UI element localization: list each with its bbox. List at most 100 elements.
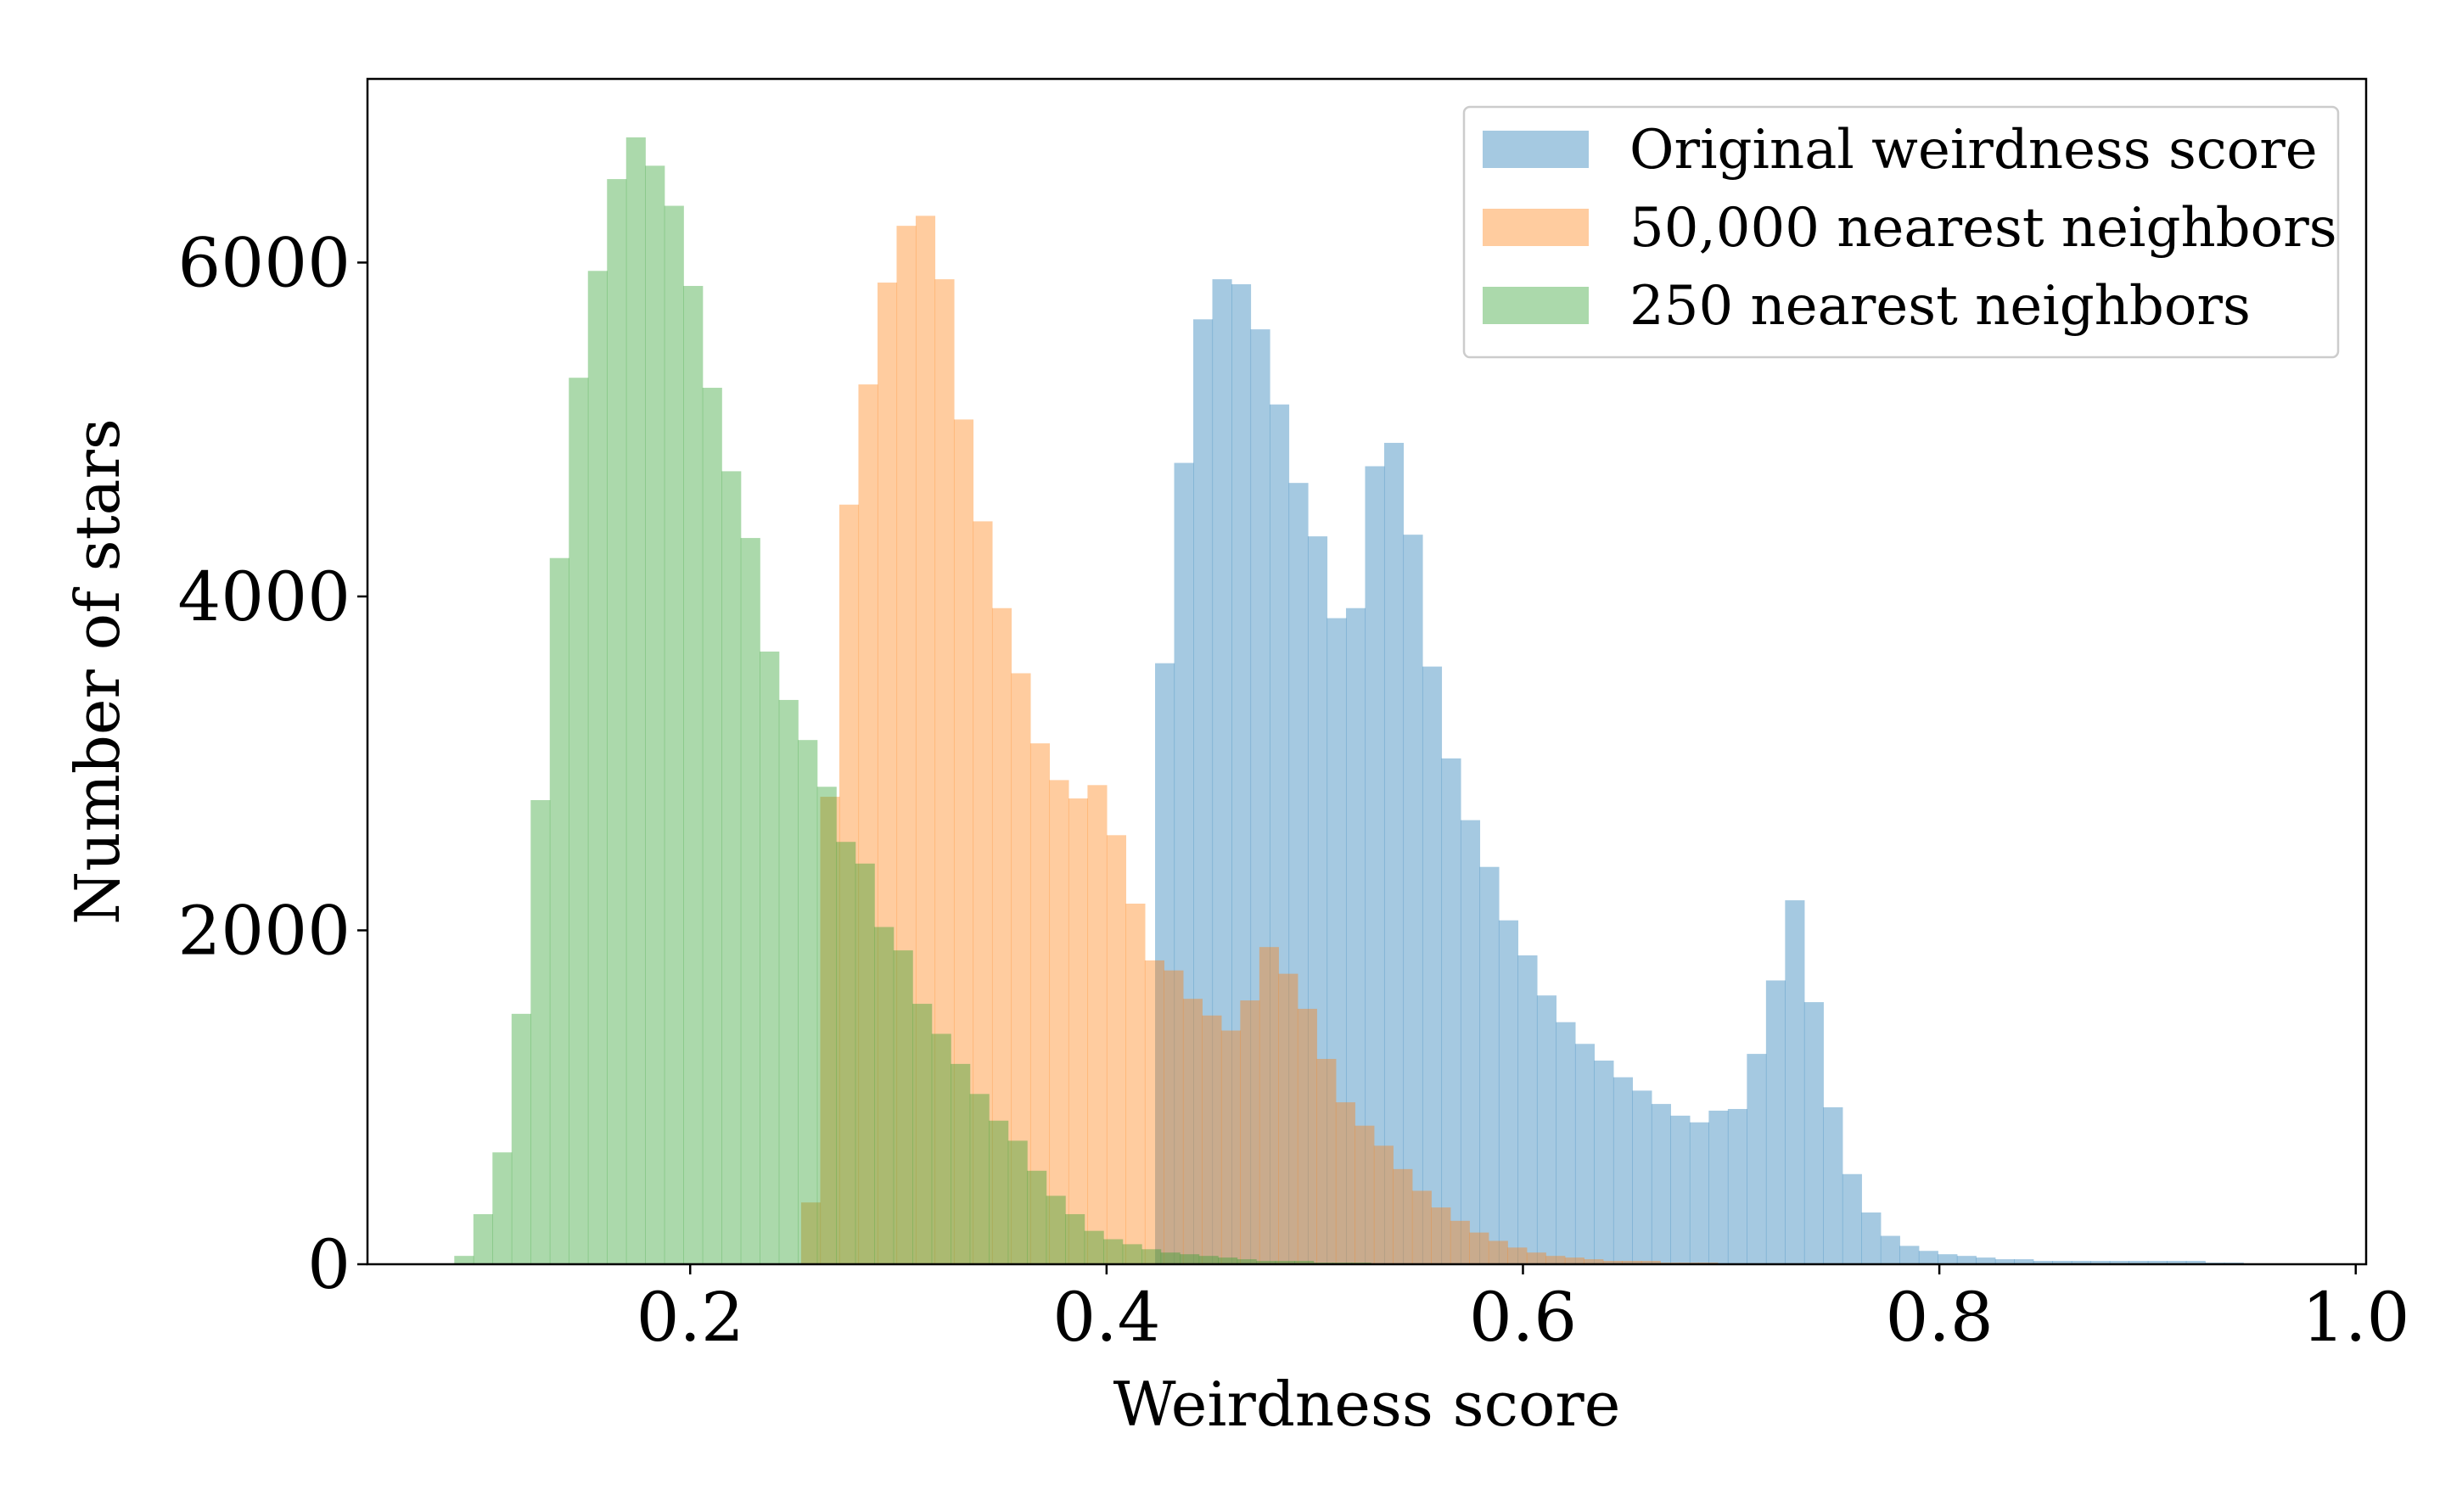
histogram-bar: [587, 271, 608, 1264]
histogram-bar: [991, 608, 1012, 1264]
histogram-bar: [858, 384, 878, 1265]
histogram-bar: [2052, 1261, 2072, 1264]
histogram-bar: [2014, 1259, 2034, 1264]
histogram-bar: [1084, 1230, 1104, 1264]
histogram-bar: [1803, 1002, 1824, 1264]
histogram-bar: [454, 1256, 474, 1264]
histogram-bar: [1326, 618, 1347, 1264]
histogram-bar: [740, 538, 760, 1264]
histogram-bar: [1584, 1259, 1604, 1264]
histogram-bar: [1517, 955, 1538, 1264]
histogram-bar: [1431, 1207, 1451, 1264]
histogram-bar: [473, 1213, 493, 1264]
histogram-bar: [1545, 1256, 1566, 1264]
legend-label: 250 nearest neighbors: [1629, 275, 2251, 338]
histogram-bar: [1007, 1140, 1028, 1264]
histogram-bar: [1507, 1247, 1528, 1264]
histogram-bar: [1602, 1261, 1623, 1264]
histogram-bar: [1122, 1244, 1142, 1264]
histogram-bar: [1411, 1190, 1432, 1264]
histogram-bar: [1670, 1115, 1691, 1264]
histogram-bar: [1479, 866, 1500, 1264]
histogram-bar: [1240, 1000, 1260, 1264]
histogram-bar: [511, 1013, 531, 1264]
histogram-bar: [1182, 999, 1203, 1264]
x-tick-label: 0.4: [1052, 1278, 1160, 1357]
bars-layer: [454, 137, 2244, 1265]
histogram-bar: [877, 283, 898, 1265]
histogram-bar: [702, 388, 722, 1264]
histogram-bar: [1212, 279, 1232, 1264]
y-tick-label: 6000: [177, 223, 351, 302]
histogram-bar: [1198, 1256, 1219, 1264]
histogram-bar: [2071, 1261, 2091, 1264]
plot-frame: [366, 77, 2368, 1266]
histogram-bar: [969, 1094, 990, 1264]
histogram-bar: [2090, 1261, 2111, 1264]
histogram-bar: [1441, 758, 1461, 1264]
histogram-bar: [2109, 1261, 2129, 1264]
histogram-bar: [1689, 1122, 1709, 1264]
histogram-bar: [896, 226, 917, 1264]
histogram-bar: [1708, 1110, 1729, 1264]
histogram-bar: [2033, 1261, 2053, 1264]
histogram-bar: [1422, 666, 1443, 1264]
histogram-bar: [1011, 673, 1031, 1264]
histogram-bar: [1103, 1239, 1124, 1264]
histogram-bar: [836, 842, 856, 1264]
histogram-bar: [912, 1004, 933, 1264]
histogram-bar: [855, 863, 875, 1264]
histogram-bar: [1345, 608, 1366, 1264]
series-3-bars: [454, 137, 1371, 1265]
histogram-bar: [1785, 900, 1805, 1264]
histogram-bar: [1144, 960, 1164, 1264]
histogram-bar: [2185, 1261, 2206, 1264]
x-tick-label: 0.2: [637, 1278, 744, 1357]
histogram-bar: [1994, 1259, 2015, 1264]
histogram-bar: [1918, 1251, 1938, 1264]
legend-item: Original weirdness score: [1483, 119, 2318, 182]
y-axis-label: Number of stars: [62, 418, 133, 925]
y-tick-label: 4000: [177, 557, 351, 636]
histogram-bar: [1403, 535, 1423, 1264]
histogram-bar: [1747, 1054, 1767, 1264]
histogram-bar: [951, 1063, 971, 1264]
histogram-bar: [1393, 1168, 1413, 1264]
x-tick-label: 0.8: [1885, 1278, 1993, 1357]
histogram-bar: [1174, 462, 1194, 1264]
histogram-bar: [2167, 1261, 2187, 1264]
histogram-bar: [664, 205, 684, 1264]
histogram-bar: [1536, 995, 1557, 1264]
y-axis-ticks: 0 2000 4000 6000: [177, 223, 367, 1304]
histogram-bar: [1250, 329, 1270, 1264]
histogram-bar: [1307, 536, 1328, 1264]
legend-item: 250 nearest neighbors: [1483, 275, 2251, 338]
histogram-bar: [1488, 1240, 1508, 1264]
histogram-bar: [1278, 973, 1298, 1264]
histogram-bar: [1160, 1252, 1181, 1264]
histogram-bar: [530, 800, 551, 1264]
histogram-bar: [820, 797, 840, 1264]
histogram-bar: [1469, 1232, 1489, 1264]
x-axis-ticks: 0.2 0.4 0.6 0.8 1.0: [637, 1264, 2409, 1357]
histogram-bar: [1354, 1125, 1375, 1264]
histogram-bar: [800, 1202, 822, 1264]
histogram-bar: [1288, 483, 1309, 1264]
histogram-bar: [934, 279, 955, 1264]
histogram-bar: [1651, 1104, 1671, 1264]
histogram-bar: [1049, 780, 1069, 1264]
histogram-bar: [838, 504, 860, 1264]
histogram-bar: [549, 557, 569, 1264]
histogram-bar: [973, 521, 993, 1264]
histogram-bar: [1594, 1060, 1614, 1264]
histogram-bar: [1029, 743, 1051, 1264]
histogram-bar: [1125, 903, 1146, 1264]
histogram-bar: [1976, 1257, 1996, 1264]
x-tick-label: 0.6: [1469, 1278, 1577, 1357]
histogram-bar: [778, 699, 799, 1264]
histogram-bar: [1218, 1257, 1238, 1264]
histogram-bar: [1068, 798, 1089, 1264]
legend-swatch: [1483, 131, 1589, 168]
